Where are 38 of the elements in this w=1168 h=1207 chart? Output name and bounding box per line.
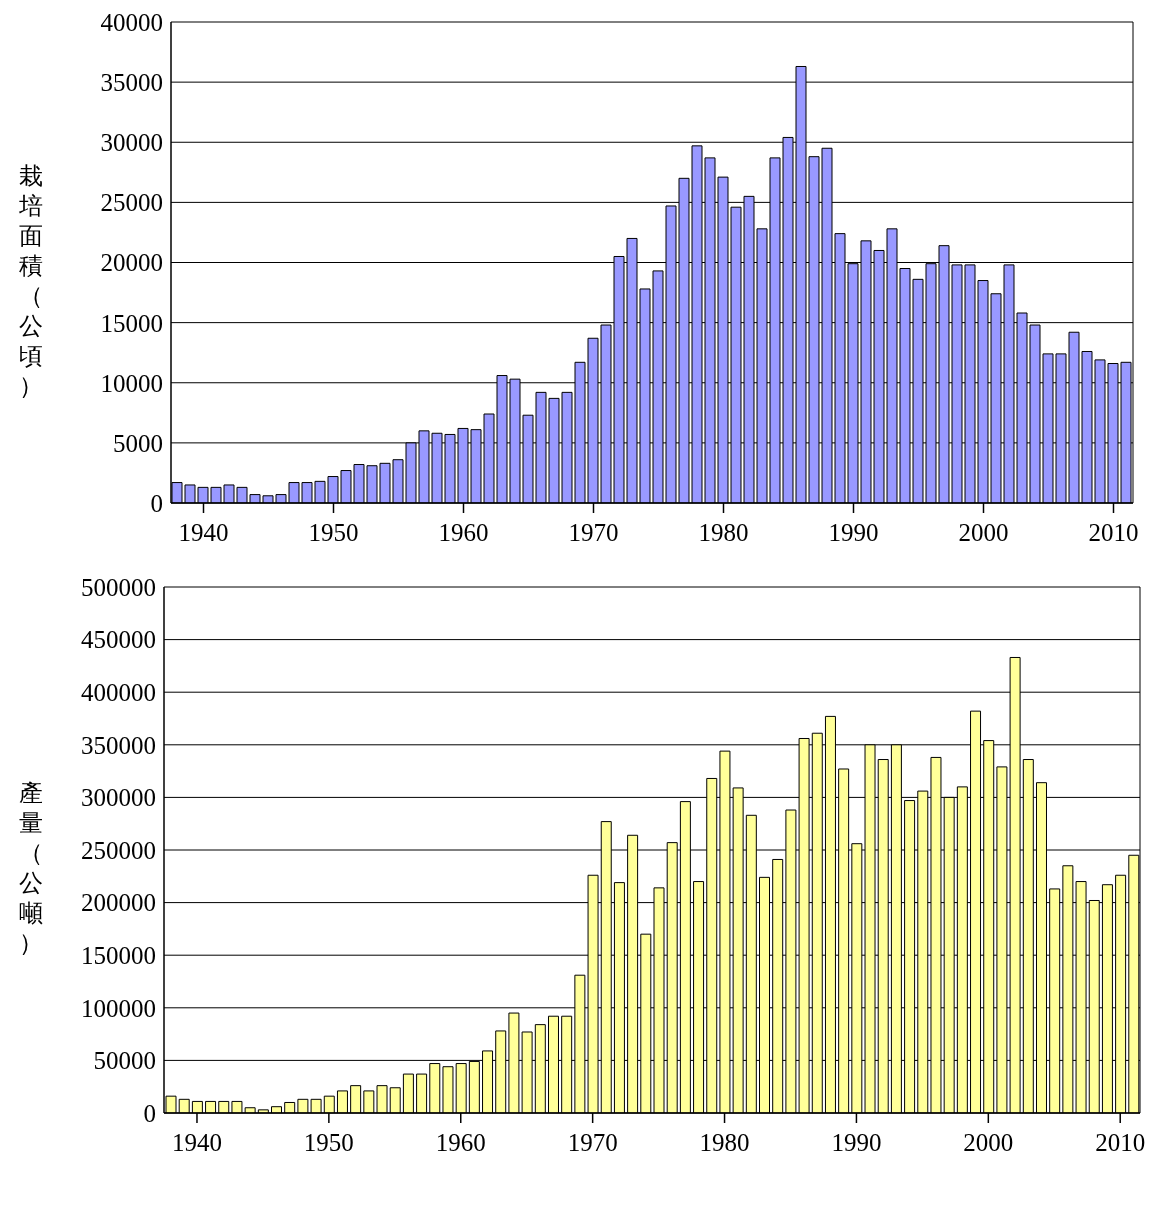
y-tick-label: 100000 (81, 994, 156, 1022)
y-tick-label: 200000 (81, 889, 156, 917)
y-tick-label: 10000 (100, 369, 163, 397)
y-tick-label: 150000 (81, 942, 156, 970)
x-tick-label: 2000 (963, 1128, 1014, 1156)
y-axis-title: 栽培面積（公頃） (18, 161, 43, 401)
x-tick-label: 1940 (171, 1128, 222, 1156)
y-tick-label: 25000 (100, 189, 163, 217)
y-tick-label: 400000 (81, 679, 156, 707)
x-tick-label: 2010 (1088, 518, 1139, 546)
x-tick-label: 1990 (828, 518, 879, 546)
y-tick-label: 0 (143, 1099, 156, 1127)
x-tick-label: 2000 (958, 518, 1009, 546)
y-tick-label: 5000 (113, 429, 163, 457)
x-tick-label: 1970 (567, 1128, 618, 1156)
x-tick-label: 2010 (1095, 1128, 1146, 1156)
x-tick-label: 1960 (438, 518, 489, 546)
x-tick-label: 1940 (178, 518, 229, 546)
x-tick-label: 1960 (435, 1128, 486, 1156)
y-tick-label: 450000 (81, 626, 156, 654)
y-tick-label: 0 (150, 489, 163, 517)
x-tick-label: 1970 (568, 518, 619, 546)
y-tick-label: 35000 (100, 69, 163, 96)
y-tick-label: 50000 (93, 1047, 156, 1075)
x-tick-label: 1980 (699, 1128, 750, 1156)
y-tick-label: 20000 (100, 249, 163, 277)
y-tick-label: 350000 (81, 731, 156, 759)
y-axis-title: 產量（公噸） (18, 779, 43, 958)
y-tick-label: 250000 (81, 836, 156, 864)
y-tick-label: 15000 (100, 309, 163, 337)
x-tick-label: 1980 (698, 518, 749, 546)
y-tick-label: 300000 (81, 784, 156, 812)
x-tick-label: 1950 (303, 1128, 354, 1156)
y-tick-label: 40000 (100, 8, 163, 36)
x-tick-label: 1990 (831, 1128, 882, 1156)
y-tick-label: 30000 (100, 129, 163, 157)
x-tick-label: 1950 (308, 518, 359, 546)
y-tick-label: 500000 (81, 573, 156, 601)
